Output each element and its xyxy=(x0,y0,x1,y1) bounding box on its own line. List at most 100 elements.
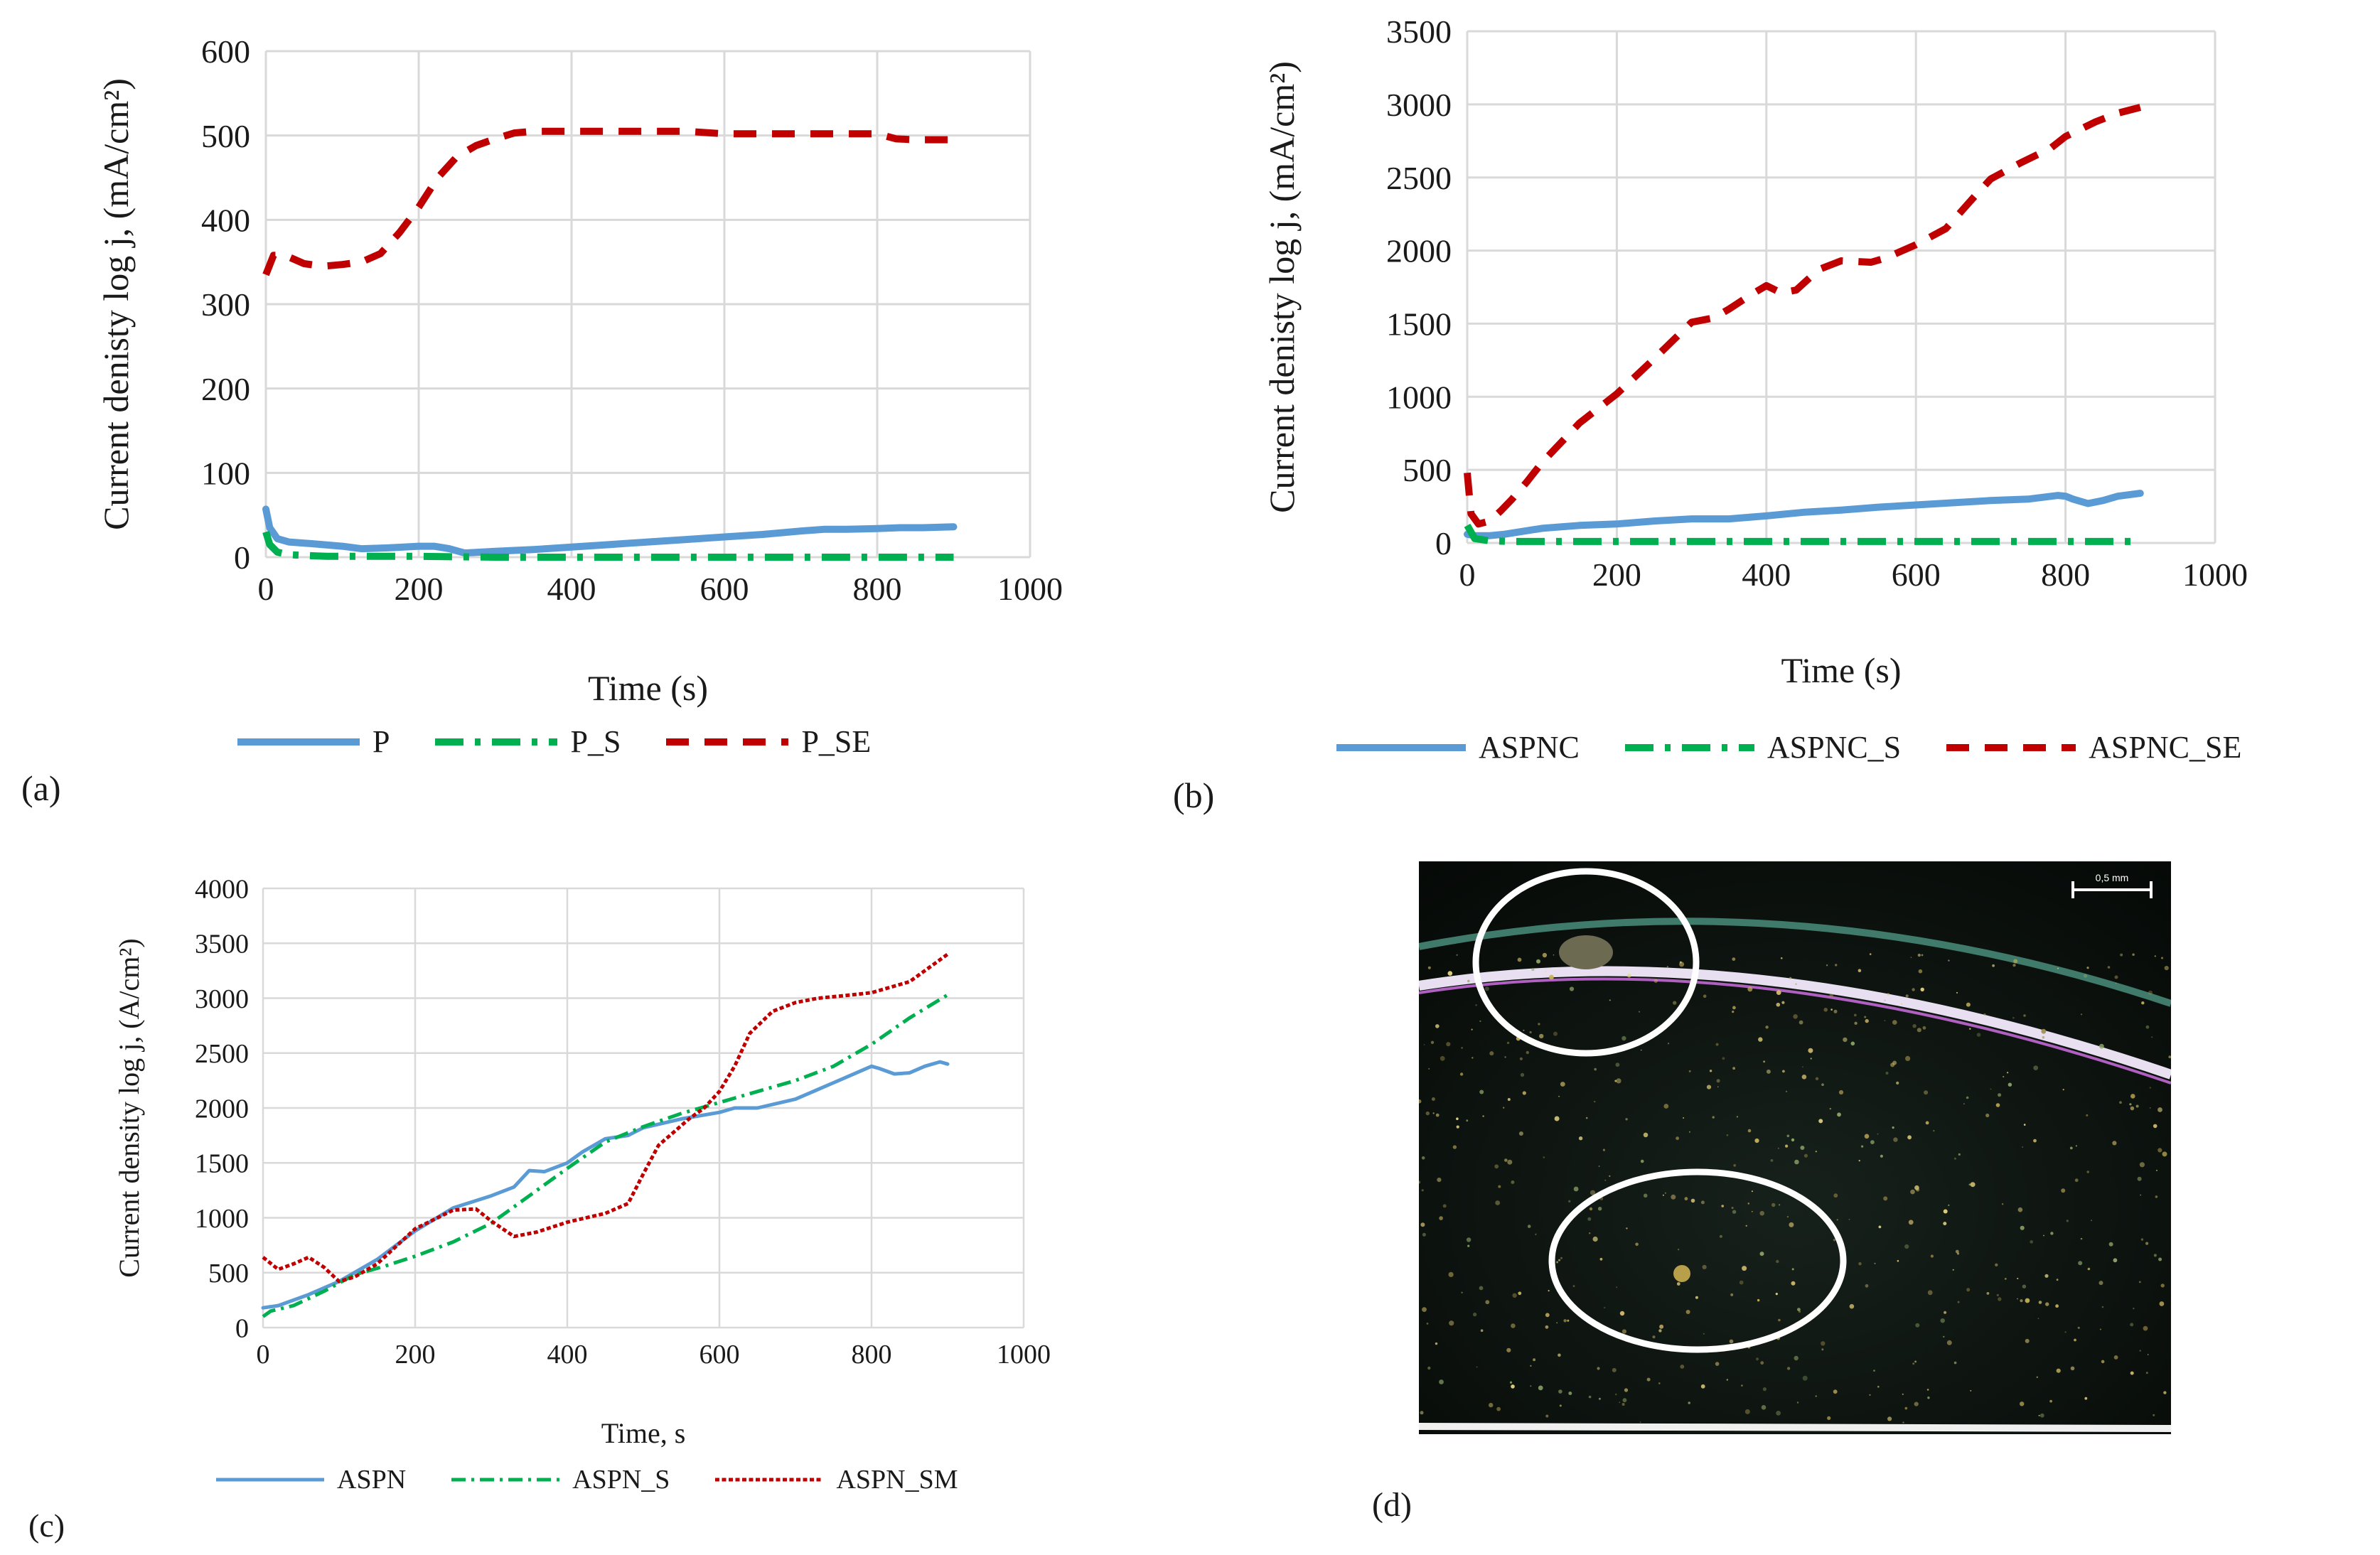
speck xyxy=(2147,1354,2149,1355)
speck xyxy=(1732,957,1736,961)
speck xyxy=(1858,969,1862,972)
x-axis-title: Time (s) xyxy=(588,668,708,708)
speck xyxy=(1833,1239,1836,1242)
speck xyxy=(1489,1402,1494,1408)
speck xyxy=(2161,957,2163,959)
speck xyxy=(1448,1271,1454,1277)
speck xyxy=(1417,1180,1421,1184)
speck xyxy=(2130,1106,2135,1111)
speck xyxy=(2057,967,2059,969)
speck xyxy=(1943,1335,1945,1338)
speck xyxy=(1794,1355,1799,1361)
speck xyxy=(1522,1091,1526,1095)
speck xyxy=(1779,1204,1781,1206)
speck xyxy=(2075,1145,2077,1147)
speck xyxy=(1688,1401,1690,1404)
speck xyxy=(1512,1293,1517,1298)
speck xyxy=(1467,1244,1470,1247)
speck xyxy=(2153,1254,2157,1257)
speck xyxy=(1589,1232,1591,1234)
speck xyxy=(1658,1329,1662,1333)
speck xyxy=(1712,1116,1715,1119)
speck xyxy=(2145,1242,2149,1245)
speck xyxy=(1594,1067,1597,1071)
speck xyxy=(2030,1240,2033,1244)
speck xyxy=(1475,1004,1477,1006)
speck xyxy=(1432,1112,1435,1114)
speck xyxy=(1545,1325,1549,1329)
speck xyxy=(1646,1377,1651,1382)
speck xyxy=(2113,1258,2118,1263)
x-tick-label: 1000 xyxy=(997,1340,1051,1370)
speck xyxy=(1703,1333,1705,1335)
panel-label-d: (d) xyxy=(1372,1486,1412,1524)
speck xyxy=(1503,1107,1505,1109)
speck xyxy=(1531,968,1535,972)
speck xyxy=(2017,1207,2023,1212)
speck xyxy=(1757,1298,1760,1302)
speck xyxy=(2151,1036,2153,1038)
speck xyxy=(1662,1194,1664,1196)
speck xyxy=(1666,966,1668,968)
speck xyxy=(2023,1014,2026,1017)
speck xyxy=(1892,1126,1894,1129)
speck xyxy=(1917,1028,1921,1033)
speck xyxy=(1835,964,1838,967)
speck xyxy=(1420,1222,1425,1227)
speck xyxy=(1815,1395,1817,1397)
speck xyxy=(1719,1234,1722,1238)
speck xyxy=(1771,1202,1776,1207)
speck xyxy=(1781,1001,1785,1004)
speck xyxy=(1969,1028,1971,1030)
speck xyxy=(1833,1009,1838,1013)
speck xyxy=(1597,1207,1602,1211)
speck xyxy=(2130,1323,2134,1327)
speck xyxy=(1447,971,1453,976)
speck xyxy=(2112,1141,2117,1146)
speck xyxy=(2033,1065,2039,1070)
speck xyxy=(1869,953,1872,955)
speck xyxy=(1878,1225,1882,1229)
speck xyxy=(1952,1269,1954,1271)
speck xyxy=(1621,1403,1625,1406)
speck xyxy=(2145,1025,2150,1029)
speck xyxy=(1518,1131,1523,1136)
speck xyxy=(1498,1185,1501,1188)
x-tick-label: 200 xyxy=(395,571,444,607)
speck xyxy=(1509,1381,1513,1384)
speck xyxy=(1802,1375,1808,1381)
speck xyxy=(1598,1397,1601,1400)
speck xyxy=(1992,964,1995,967)
speck xyxy=(1435,1342,1438,1345)
speck xyxy=(1456,954,1458,956)
speck xyxy=(2066,1220,2069,1222)
speck xyxy=(1504,1158,1508,1162)
chart-b-legend: ASPNC ASPNC_S ASPNC_SE xyxy=(1334,729,2284,765)
speck xyxy=(1700,1200,1705,1205)
speck xyxy=(2141,1001,2145,1005)
speck xyxy=(1588,1395,1592,1399)
speck xyxy=(1986,1292,1990,1295)
speck xyxy=(1421,1156,1425,1160)
series-line-p-s xyxy=(262,530,954,561)
speck xyxy=(1849,1303,1855,1309)
speck xyxy=(2130,1094,2135,1099)
marker-circle-center xyxy=(1548,1168,1847,1353)
speck xyxy=(2044,1274,2049,1278)
speck xyxy=(1517,957,1522,962)
speck xyxy=(1569,986,1575,991)
y-tick-label: 2000 xyxy=(1386,233,1452,269)
speck xyxy=(1990,1088,1992,1090)
speck xyxy=(1440,1055,1445,1061)
speck xyxy=(1800,1146,1805,1150)
speck xyxy=(1442,1204,1447,1208)
speck xyxy=(1558,1095,1560,1097)
speck xyxy=(1917,953,1921,957)
speck xyxy=(1966,1096,1969,1099)
speck xyxy=(1511,1180,1515,1184)
speck xyxy=(1900,1003,1903,1005)
speck xyxy=(1626,1227,1628,1230)
speck xyxy=(2135,1104,2139,1108)
speck xyxy=(1739,1280,1744,1285)
speck xyxy=(1721,1205,1724,1207)
